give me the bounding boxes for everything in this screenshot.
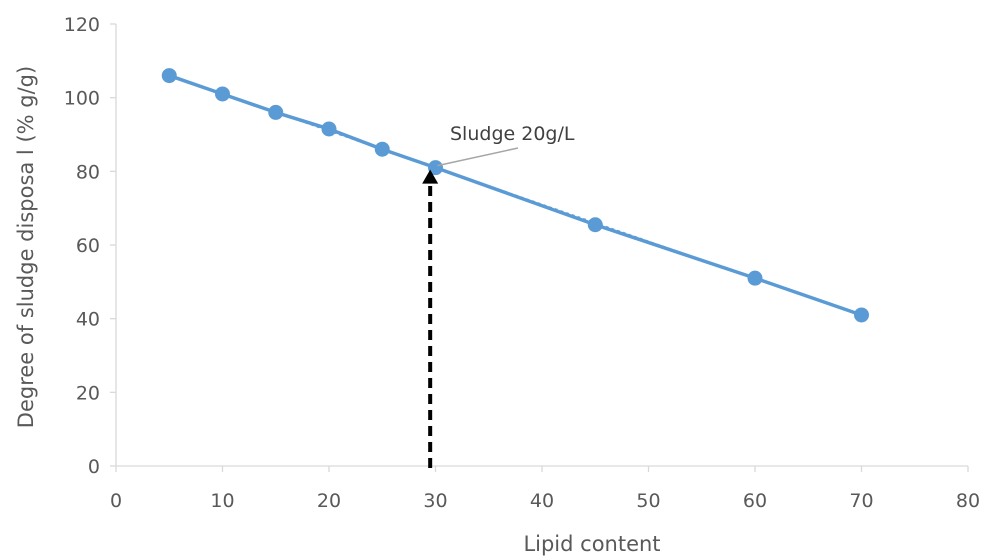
y-axis: 0 20 40 60 80 100 120 — [64, 14, 117, 478]
data-point — [854, 307, 869, 323]
data-point — [747, 270, 763, 286]
data-point — [161, 68, 177, 84]
x-tick-label: 60 — [743, 490, 767, 512]
y-axis-title: Degree of sludge disposa l (% g/g) — [14, 66, 38, 428]
annotation-leader-line — [437, 147, 519, 167]
series-layer — [161, 68, 869, 323]
y-tick-label: 100 — [64, 88, 100, 110]
x-tick-label: 10 — [210, 490, 234, 512]
y-tick-label: 20 — [76, 382, 100, 404]
x-tick-label: 70 — [849, 490, 873, 512]
y-tick-label: 0 — [88, 456, 100, 478]
data-point — [374, 141, 390, 157]
x-axis-title: Lipid content — [523, 532, 660, 556]
data-point — [268, 104, 284, 120]
annotation-layer: Sludge 20g/L — [422, 123, 575, 468]
y-tick-label: 60 — [76, 235, 100, 257]
data-point — [215, 86, 230, 102]
data-point — [428, 160, 443, 176]
data-point — [321, 121, 337, 137]
y-tick-label: 80 — [76, 161, 100, 183]
arrow-head — [422, 169, 439, 184]
x-tick-label: 0 — [110, 490, 122, 512]
linear-trendline — [168, 74, 862, 317]
x-tick-label: 20 — [317, 490, 341, 512]
annotation-label: Sludge 20g/L — [450, 123, 575, 145]
x-tick-label: 80 — [956, 490, 980, 512]
y-tick-label: 120 — [64, 14, 100, 36]
x-tick-label: 50 — [636, 490, 660, 512]
x-tick-label: 40 — [530, 490, 554, 512]
x-tick-label: 30 — [423, 490, 447, 512]
x-axis: 0 10 20 30 40 50 60 70 80 — [110, 465, 980, 512]
y-tick-label: 40 — [76, 309, 100, 331]
data-point — [587, 217, 603, 233]
